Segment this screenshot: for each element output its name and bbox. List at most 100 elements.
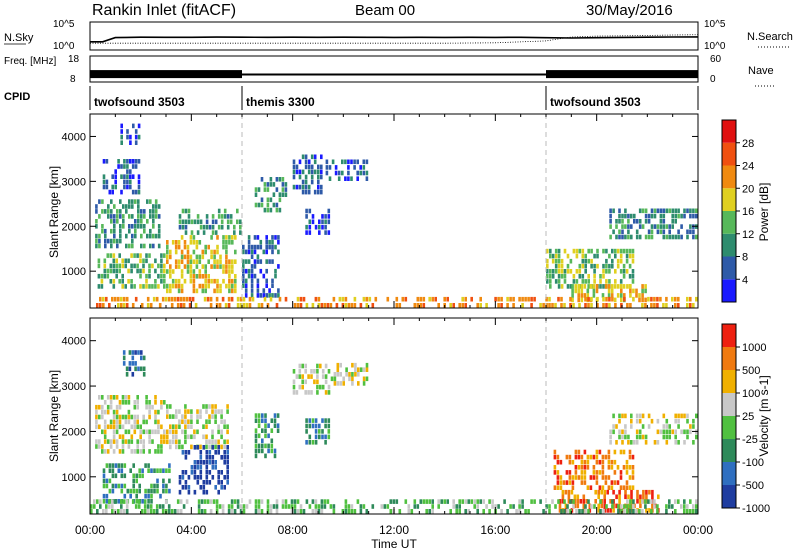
heat-cell bbox=[160, 434, 163, 439]
heat-cell bbox=[239, 224, 242, 230]
heat-cell bbox=[308, 418, 312, 423]
heat-cell bbox=[574, 470, 578, 475]
heat-cell bbox=[618, 413, 621, 419]
heat-cell bbox=[111, 296, 114, 302]
heat-cell bbox=[190, 444, 193, 450]
heat-cell bbox=[614, 248, 617, 254]
heat-cell bbox=[583, 284, 587, 289]
heat-cell bbox=[628, 485, 632, 490]
heat-cell bbox=[270, 438, 274, 444]
heat-cell bbox=[228, 288, 231, 294]
heat-cell bbox=[184, 424, 187, 429]
heat-cell bbox=[548, 504, 551, 509]
heat-cell bbox=[233, 224, 236, 230]
heat-cell bbox=[125, 204, 128, 209]
heat-cell bbox=[689, 213, 692, 219]
heat-cell bbox=[350, 509, 354, 514]
heat-cell bbox=[257, 202, 261, 208]
heat-cell bbox=[630, 234, 633, 240]
heat-cell bbox=[112, 429, 116, 435]
heat-cell bbox=[199, 444, 202, 450]
heat-cell bbox=[295, 169, 299, 175]
ytick-label: 2000 bbox=[62, 426, 86, 438]
heat-cell bbox=[263, 296, 267, 302]
heat-cell bbox=[250, 293, 254, 298]
heat-cell bbox=[695, 213, 698, 219]
heat-cell bbox=[121, 414, 125, 420]
heat-cell bbox=[449, 509, 452, 514]
heat-cell bbox=[668, 499, 671, 504]
heat-cell bbox=[610, 485, 614, 490]
heat-cell bbox=[190, 414, 193, 419]
heat-cell bbox=[497, 296, 500, 302]
heat-cell bbox=[242, 303, 246, 308]
heat-cell bbox=[189, 264, 193, 269]
heat-cell bbox=[619, 253, 623, 259]
heat-cell bbox=[187, 419, 190, 424]
heat-cell bbox=[169, 414, 172, 419]
heat-cell bbox=[104, 243, 107, 249]
heat-cell bbox=[101, 414, 104, 420]
heat-cell bbox=[641, 284, 644, 289]
heat-cell bbox=[624, 234, 627, 240]
heat-cell bbox=[689, 429, 692, 435]
heat-cell bbox=[137, 179, 141, 185]
heat-cell bbox=[247, 239, 251, 245]
heat-cell bbox=[217, 424, 220, 429]
heat-cell bbox=[631, 475, 635, 480]
heat-cell bbox=[259, 259, 263, 264]
heat-cell bbox=[228, 235, 231, 240]
heat-cell bbox=[574, 454, 578, 460]
heat-cell bbox=[625, 459, 629, 465]
heat-cell bbox=[193, 429, 196, 435]
heat-cell bbox=[587, 303, 590, 308]
heat-cell bbox=[262, 288, 266, 293]
heat-cell bbox=[113, 233, 116, 239]
heat-cell bbox=[211, 429, 214, 435]
heat-cell bbox=[628, 274, 632, 279]
heat-cell bbox=[208, 455, 212, 460]
heat-cell bbox=[618, 434, 621, 440]
heat-cell bbox=[169, 283, 172, 289]
heat-cell bbox=[142, 414, 145, 420]
heat-cell bbox=[674, 509, 677, 514]
heat-cell bbox=[124, 263, 127, 269]
heat-cell bbox=[600, 489, 603, 495]
heat-cell bbox=[184, 409, 187, 414]
heat-cell bbox=[683, 213, 686, 219]
heat-cell bbox=[527, 509, 530, 514]
heat-cell bbox=[333, 376, 337, 382]
heat-cell bbox=[635, 418, 639, 424]
heat-cell bbox=[166, 283, 169, 289]
heat-cell bbox=[571, 293, 574, 298]
heat-cell bbox=[559, 459, 563, 465]
heat-cell bbox=[112, 258, 116, 264]
heat-cell bbox=[231, 259, 234, 264]
heat-cell bbox=[111, 473, 115, 479]
cbar-tick-label: -500 bbox=[742, 480, 764, 492]
heat-cell bbox=[618, 234, 621, 240]
heat-cell bbox=[119, 233, 122, 239]
heat-cell bbox=[554, 253, 558, 259]
heat-cell bbox=[276, 428, 280, 433]
heat-cell bbox=[211, 465, 215, 470]
heat-cell bbox=[254, 187, 258, 192]
heat-cell bbox=[137, 199, 140, 204]
heat-cell bbox=[140, 243, 143, 249]
heat-cell bbox=[351, 372, 354, 377]
heat-cell bbox=[607, 293, 611, 298]
heat-cell bbox=[166, 409, 169, 414]
heat-cell bbox=[348, 372, 351, 377]
heat-cell bbox=[137, 224, 140, 229]
heat-cell bbox=[320, 499, 324, 504]
heat-cell bbox=[695, 504, 698, 509]
heat-cell bbox=[184, 480, 188, 485]
heat-cell bbox=[410, 509, 414, 514]
heat-cell bbox=[611, 284, 614, 289]
heat-cell bbox=[665, 208, 669, 214]
heat-cell bbox=[327, 369, 331, 374]
heat-cell bbox=[582, 499, 586, 504]
heat-cell bbox=[299, 509, 303, 514]
heat-cell bbox=[96, 499, 99, 504]
